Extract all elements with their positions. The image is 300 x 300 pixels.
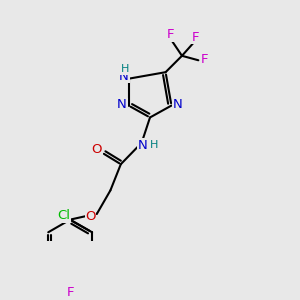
Text: O: O (92, 143, 102, 156)
Text: F: F (166, 28, 174, 41)
Text: F: F (201, 53, 209, 66)
Text: O: O (85, 209, 96, 223)
Text: N: N (137, 139, 147, 152)
Text: Cl: Cl (57, 209, 70, 222)
Text: F: F (192, 31, 199, 44)
Text: F: F (66, 286, 74, 299)
Text: H: H (121, 64, 129, 74)
Text: N: N (173, 98, 183, 112)
Text: N: N (117, 98, 127, 112)
Text: N: N (119, 70, 129, 83)
Text: H: H (150, 140, 158, 150)
